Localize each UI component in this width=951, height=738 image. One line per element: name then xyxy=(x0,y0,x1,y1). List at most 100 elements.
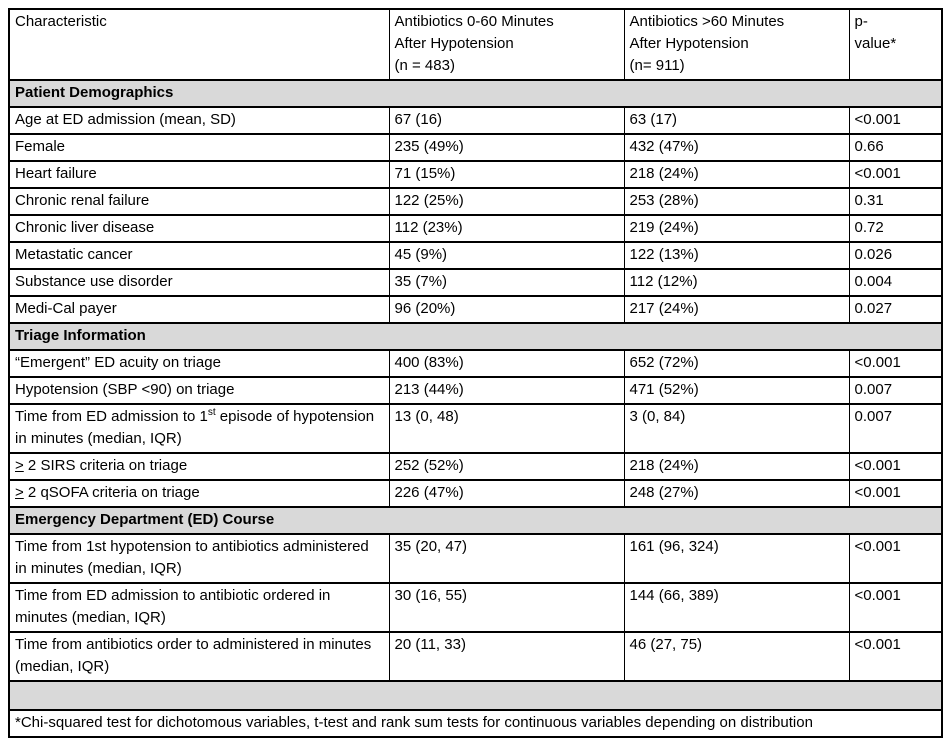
group1-value-cell: 213 (44%) xyxy=(388,376,625,405)
pvalue-cell: <0.001 xyxy=(848,479,943,508)
table-row: Time from 1st hypotension to antibiotics… xyxy=(8,533,943,584)
pvalue-cell: 0.007 xyxy=(848,403,943,454)
characteristic-cell: > 2 qSOFA criteria on triage xyxy=(8,479,390,508)
group1-value-cell: 71 (15%) xyxy=(388,160,625,189)
group2-value-cell: 218 (24%) xyxy=(623,160,850,189)
group2-value-cell: 46 (27, 75) xyxy=(623,631,850,682)
group1-value-cell: 67 (16) xyxy=(388,106,625,135)
group2-value-cell: 63 (17) xyxy=(623,106,850,135)
group2-value-cell: 122 (13%) xyxy=(623,241,850,270)
pvalue-cell: <0.001 xyxy=(848,582,943,633)
characteristic-cell: Chronic renal failure xyxy=(8,187,390,216)
greater-equal-symbol: > xyxy=(15,457,24,474)
characteristic-cell: Time from ED admission to 1st episode of… xyxy=(8,403,390,454)
column-header-antibiotics-0-60: Antibiotics 0-60 Minutes After Hypotensi… xyxy=(388,8,625,81)
table-row: Hypotension (SBP <90) on triage 213 (44%)… xyxy=(8,376,943,405)
group1-value-cell: 35 (20, 47) xyxy=(388,533,625,584)
group2-value-cell: 3 (0, 84) xyxy=(623,403,850,454)
footnote-row: *Chi-squared test for dichotomous variab… xyxy=(8,709,943,738)
pvalue-cell: 0.72 xyxy=(848,214,943,243)
characteristic-cell: Time from antibiotics order to administe… xyxy=(8,631,390,682)
group2-value-cell: 652 (72%) xyxy=(623,349,850,378)
group2-value-cell: 112 (12%) xyxy=(623,268,850,297)
section-row: Triage Information xyxy=(8,322,943,351)
characteristic-cell: Time from ED admission to antibiotic ord… xyxy=(8,582,390,633)
pvalue-cell: <0.001 xyxy=(848,631,943,682)
table-row: Substance use disorder 35 (7%) 112 (12%) 0.… xyxy=(8,268,943,297)
characteristic-cell: Chronic liver disease xyxy=(8,214,390,243)
group1-value-cell: 96 (20%) xyxy=(388,295,625,324)
group1-value-cell: 122 (25%) xyxy=(388,187,625,216)
pvalue-cell: <0.001 xyxy=(848,533,943,584)
characteristic-cell: Age at ED admission (mean, SD) xyxy=(8,106,390,135)
table-row: Chronic liver disease 112 (23%) 219 (24%) 0… xyxy=(8,214,943,243)
section-row: Patient Demographics xyxy=(8,79,943,108)
characteristic-cell: Medi-Cal payer xyxy=(8,295,390,324)
group2-value-cell: 471 (52%) xyxy=(623,376,850,405)
spacer-cell xyxy=(8,680,943,711)
table-row: Time from ED admission to 1st episode of… xyxy=(8,403,943,454)
pvalue-cell: <0.001 xyxy=(848,452,943,481)
section-header: Emergency Department (ED) Course xyxy=(8,506,943,535)
group1-value-cell: 112 (23%) xyxy=(388,214,625,243)
section-header: Patient Demographics xyxy=(8,79,943,108)
characteristic-cell: Hypotension (SBP <90) on triage xyxy=(8,376,390,405)
group1-value-cell: 45 (9%) xyxy=(388,241,625,270)
pvalue-cell: <0.001 xyxy=(848,349,943,378)
group2-value-cell: 248 (27%) xyxy=(623,479,850,508)
table-row: Time from antibiotics order to administe… xyxy=(8,631,943,682)
characteristic-cell: Heart failure xyxy=(8,160,390,189)
header-row: Characteristic Antibiotics 0-60 Minutes … xyxy=(8,8,943,81)
column-header-antibiotics-over-60: Antibiotics >60 Minutes After Hypotensio… xyxy=(623,8,850,81)
section-row: Emergency Department (ED) Course xyxy=(8,506,943,535)
pvalue-cell: 0.026 xyxy=(848,241,943,270)
characteristic-cell: Substance use disorder xyxy=(8,268,390,297)
table-row: Chronic renal failure 122 (25%) 253 (28%) 0… xyxy=(8,187,943,216)
column-header-characteristic: Characteristic xyxy=(8,8,390,81)
pvalue-cell: 0.004 xyxy=(848,268,943,297)
group1-value-cell: 13 (0, 48) xyxy=(388,403,625,454)
greater-equal-symbol: > xyxy=(15,484,24,501)
ordinal-superscript: st xyxy=(207,407,216,418)
table-row: > 2 qSOFA criteria on triage 226 (47%) 248… xyxy=(8,479,943,508)
pvalue-cell: <0.001 xyxy=(848,160,943,189)
table-row: Heart failure 71 (15%) 218 (24%) <0.001 xyxy=(8,160,943,189)
group2-value-cell: 219 (24%) xyxy=(623,214,850,243)
group2-value-cell: 253 (28%) xyxy=(623,187,850,216)
group1-value-cell: 252 (52%) xyxy=(388,452,625,481)
column-header-pvalue: p- value* xyxy=(848,8,943,81)
pvalue-cell: <0.001 xyxy=(848,106,943,135)
group2-value-cell: 217 (24%) xyxy=(623,295,850,324)
spacer-row xyxy=(8,680,943,711)
characteristic-cell: Female xyxy=(8,133,390,162)
table-body: Patient Demographics Age at ED admission … xyxy=(8,79,943,738)
table-row: Medi-Cal payer 96 (20%) 217 (24%) 0.027 xyxy=(8,295,943,324)
pvalue-cell: 0.007 xyxy=(848,376,943,405)
group2-value-cell: 144 (66, 389) xyxy=(623,582,850,633)
table-row: Female 235 (49%) 432 (47%) 0.66 xyxy=(8,133,943,162)
table-row: Age at ED admission (mean, SD) 67 (16) 63 … xyxy=(8,106,943,135)
group2-value-cell: 161 (96, 324) xyxy=(623,533,850,584)
patient-characteristics-table: Characteristic Antibiotics 0-60 Minutes … xyxy=(8,8,943,738)
group1-value-cell: 235 (49%) xyxy=(388,133,625,162)
group2-value-cell: 432 (47%) xyxy=(623,133,850,162)
table-row: Time from ED admission to antibiotic ord… xyxy=(8,582,943,633)
pvalue-cell: 0.66 xyxy=(848,133,943,162)
characteristic-cell: Time from 1st hypotension to antibiotics… xyxy=(8,533,390,584)
pvalue-cell: 0.027 xyxy=(848,295,943,324)
section-header: Triage Information xyxy=(8,322,943,351)
group1-value-cell: 20 (11, 33) xyxy=(388,631,625,682)
group1-value-cell: 400 (83%) xyxy=(388,349,625,378)
table-row: Metastatic cancer 45 (9%) 122 (13%) 0.026 xyxy=(8,241,943,270)
characteristic-cell: > 2 SIRS criteria on triage xyxy=(8,452,390,481)
group1-value-cell: 226 (47%) xyxy=(388,479,625,508)
table-row: > 2 SIRS criteria on triage 252 (52%) 218 … xyxy=(8,452,943,481)
table-row: “Emergent” ED acuity on triage 400 (83%) 6… xyxy=(8,349,943,378)
group1-value-cell: 35 (7%) xyxy=(388,268,625,297)
characteristic-cell: Metastatic cancer xyxy=(8,241,390,270)
group2-value-cell: 218 (24%) xyxy=(623,452,850,481)
footnote-text: *Chi-squared test for dichotomous variab… xyxy=(8,709,943,738)
group1-value-cell: 30 (16, 55) xyxy=(388,582,625,633)
pvalue-cell: 0.31 xyxy=(848,187,943,216)
characteristic-cell: “Emergent” ED acuity on triage xyxy=(8,349,390,378)
